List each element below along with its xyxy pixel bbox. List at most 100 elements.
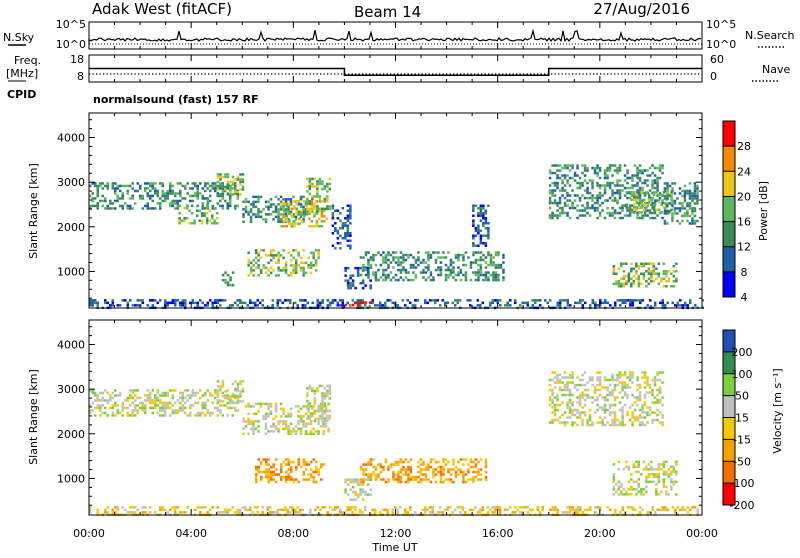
- freq-tick-top: 18: [70, 53, 84, 66]
- power-panel-frame: [88, 112, 703, 309]
- nsky-label: N.Sky: [3, 31, 35, 44]
- x-tick-label: 00:00: [73, 527, 105, 540]
- power-colorbar-tick-label: 4: [741, 291, 748, 304]
- velocity-colorbar-tick-label: 200: [732, 346, 753, 359]
- power-colorbar-tick-label: 28: [737, 140, 751, 153]
- velocity-region-4: [255, 458, 325, 484]
- power-region-9: [359, 251, 505, 282]
- velocity-colorbar-tick-label: 100: [732, 368, 753, 381]
- cpid-text: normalsound (fast) 157 RF: [93, 93, 259, 106]
- velocity-ytick-label: 2000: [57, 428, 85, 441]
- nsearch-tick-top: 10^5: [706, 18, 736, 31]
- power-region-11: [472, 204, 490, 247]
- power-region-12: [548, 164, 664, 220]
- velocity-region-1: [216, 380, 245, 403]
- power-colorbar: 28 24 20 16 12 8 4: [722, 120, 751, 304]
- velocity-cells: [89, 371, 699, 517]
- x-tick-label: 08:00: [277, 527, 309, 540]
- power-colorbar-swatch: [723, 221, 735, 247]
- freq-trace: [89, 67, 702, 77]
- velocity-region-5: [359, 458, 488, 484]
- x-tick-label: 04:00: [175, 527, 207, 540]
- velocity-colorbar-swatch: [723, 483, 735, 505]
- frequency-line: [89, 67, 702, 77]
- nsky-line: [88, 28, 702, 44]
- power-region-2: [216, 173, 245, 196]
- velocity-colorbar-swatch: [723, 417, 735, 440]
- velocity-ytick-label: 1000: [57, 472, 85, 485]
- power-region-10: [344, 266, 372, 290]
- nave-label: Nave: [762, 63, 790, 76]
- power-colorbar-swatch: [723, 246, 735, 272]
- power-region-15: [663, 182, 699, 225]
- velocity-colorbar-label: Velocity [m s⁻¹]: [771, 368, 784, 453]
- velocity-colorbar-tick-label: 15: [735, 412, 749, 425]
- velocity-ytick-label: 3000: [57, 383, 85, 396]
- power-ytick-label: 2000: [57, 221, 85, 234]
- power-ytick-label: 4000: [57, 132, 85, 145]
- power-region-14: [612, 262, 678, 288]
- power-cells: [89, 164, 704, 310]
- velocity-colorbar-tick-label: 50: [735, 390, 749, 403]
- velocity-region-6: [344, 478, 372, 501]
- power-region-5: [306, 177, 332, 216]
- x-axis-label: Time UT: [371, 541, 417, 554]
- power-colorbar-tick-label: 24: [737, 165, 751, 178]
- time-x-axis: 00:00 04:00 08:00 12:00 16:00 20:00 00:00: [73, 22, 718, 540]
- x-tick-label: 00:00: [686, 527, 718, 540]
- power-region-8: [331, 204, 352, 250]
- x-tick-label: 20:00: [584, 527, 616, 540]
- power-region-6: [247, 249, 320, 277]
- velocity-region-7: [548, 371, 664, 427]
- velocity-colorbar-swatch: [723, 461, 735, 484]
- power-colorbar-swatch: [723, 196, 735, 222]
- nsearch-tick-bottom: 10^0: [706, 38, 736, 51]
- freq-tick-bottom: 8: [77, 70, 84, 83]
- velocity-colorbar-tick-label: -15: [733, 433, 751, 446]
- power-colorbar-tick-label: 20: [737, 190, 751, 203]
- power-colorbar-swatch: [723, 271, 735, 297]
- velocity-colorbar: 200 100 50 15 -15 -50 -100 -200: [722, 329, 755, 512]
- power-ytick-label: 3000: [57, 176, 85, 189]
- velocity-colorbar-tick-label: -50: [733, 455, 751, 468]
- nsearch-label: N.Search: [745, 29, 795, 42]
- cpid-label: CPID: [7, 88, 36, 101]
- velocity-colorbar-swatch: [723, 351, 735, 374]
- power-colorbar-tick-label: 16: [737, 216, 751, 229]
- x-tick-label: 16:00: [482, 527, 514, 540]
- velocity-region-8: [612, 460, 678, 496]
- power-colorbar-tick-label: 8: [741, 266, 748, 279]
- power-colorbar-tick-label: 12: [737, 241, 751, 254]
- velocity-ylabel: Slant Range [km]: [27, 369, 40, 465]
- power-region-0: [89, 182, 239, 210]
- nsky-tick-bottom: 10^0: [56, 38, 86, 51]
- nave-tick-top: 60: [710, 53, 724, 66]
- velocity-colorbar-tick-label: -100: [730, 477, 755, 490]
- velocity-region-0: [89, 389, 239, 417]
- velocity-colorbar-swatch: [723, 439, 735, 462]
- station-title: Adak West (fitACF): [92, 0, 232, 18]
- velocity-colorbar-swatch: [723, 373, 735, 396]
- date-title: 27/Aug/2016: [593, 0, 690, 18]
- velocity-colorbar-swatch: [723, 330, 735, 352]
- velocity-ytick-label: 4000: [57, 339, 85, 352]
- power-y-axis: 1000 2000 3000 4000: [57, 119, 702, 299]
- power-colorbar-swatch: [723, 121, 735, 147]
- velocity-colorbar-swatch: [723, 395, 735, 418]
- freq-label-2: [MHz]: [6, 67, 38, 80]
- power-region-13: [625, 191, 673, 214]
- nsky-trace: [88, 28, 702, 45]
- power-region-1: [178, 204, 219, 225]
- velocity-region-3: [306, 384, 332, 423]
- power-colorbar-swatch: [723, 146, 735, 172]
- velocity-panel-frame: [88, 319, 703, 516]
- x-tick-label: 12:00: [380, 527, 412, 540]
- freq-label-1: Freq.: [14, 54, 41, 67]
- velocity-region-2: [242, 402, 330, 436]
- beam-title: Beam 14: [354, 3, 421, 21]
- power-ylabel: Slant Range [km]: [27, 163, 40, 259]
- velocity-y-axis: 1000 2000 3000 4000: [57, 326, 702, 506]
- nsky-tick-top: 10^5: [56, 18, 86, 31]
